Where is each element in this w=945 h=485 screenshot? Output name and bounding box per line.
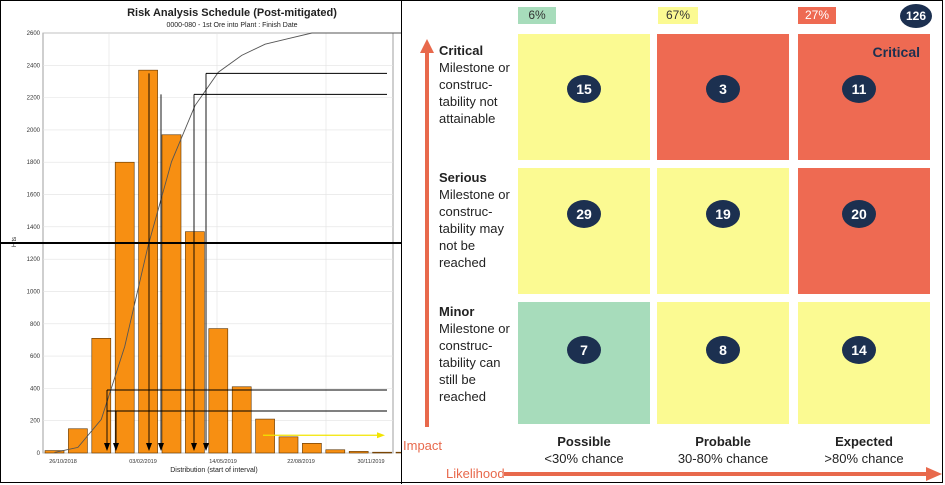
col-desc-possible: <30% chance	[544, 451, 624, 466]
histogram-bar	[231, 386, 252, 454]
row-title-critical: Critical	[439, 43, 484, 58]
cell-serious-expected: 20	[798, 168, 930, 294]
col-desc-expected: >80% chance	[824, 451, 904, 466]
col-label-expected: Expected >80% chance	[798, 433, 930, 467]
risk-histogram: Risk Analysis Schedule (Post-mitigated) …	[1, 7, 401, 474]
y-tick-label: 1000	[27, 289, 41, 295]
impact-arrow	[420, 39, 434, 427]
drop-arrowhead	[113, 443, 119, 451]
x-tick-label: 30/11/2019	[357, 459, 384, 465]
histogram-bar	[68, 428, 88, 454]
row-desc-serious: Milestone or construc-tability may not b…	[439, 187, 510, 270]
x-tick-label: 26/10/2018	[49, 459, 77, 465]
likelihood-arrow	[504, 467, 942, 481]
cell-minor-probable: 8	[657, 302, 789, 424]
cell-minor-expected: 14	[798, 302, 930, 424]
histogram-bar	[348, 451, 369, 454]
histogram-bar	[278, 436, 299, 454]
row-title-minor: Minor	[439, 304, 475, 319]
y-tick-label: 200	[30, 419, 41, 425]
histogram-bar	[114, 161, 135, 454]
y-tick-label: 2200	[27, 96, 41, 102]
count-critical-probable: 3	[706, 75, 740, 103]
col-title-probable: Probable	[695, 434, 751, 449]
count-critical-possible: 15	[567, 75, 601, 103]
tail-indicator-arrowhead	[377, 432, 385, 439]
cell-critical-probable: 3	[657, 34, 789, 160]
y-tick-label: 600	[30, 354, 41, 360]
y-tick-label: 2000	[27, 128, 41, 134]
likelihood-axis-label: Likelihood	[446, 466, 505, 481]
row-title-serious: Serious	[439, 170, 487, 185]
row-label-minor: Minor Milestone or construc-tability can…	[439, 303, 515, 405]
histogram-bar	[44, 450, 65, 454]
x-tick-label: 22/08/2019	[287, 459, 315, 465]
y-tick-label: 800	[30, 322, 41, 328]
y-tick-label: 1400	[27, 225, 41, 231]
col-label-probable: Probable 30-80% chance	[657, 433, 789, 467]
x-tick-label: 03/02/2019	[129, 459, 157, 465]
histogram-bar	[255, 418, 275, 454]
y-tick-label: 1600	[27, 193, 41, 199]
row-desc-minor: Milestone or construc-tability can still…	[439, 321, 510, 404]
row-label-critical: Critical Milestone or construc-tability …	[439, 42, 515, 127]
cumulative-curve	[54, 32, 401, 453]
histogram-bar	[208, 328, 229, 454]
badge-expected-percent: 27%	[798, 7, 836, 24]
drop-arrowhead	[104, 443, 110, 451]
impact-axis-label: Impact	[403, 438, 443, 453]
drop-arrowhead	[158, 443, 164, 451]
col-title-expected: Expected	[835, 434, 893, 449]
count-minor-possible: 7	[567, 336, 601, 364]
histogram-bar	[161, 134, 182, 454]
row-label-serious: Serious Milestone or construc-tability m…	[439, 169, 515, 271]
total-count-badge: 126	[900, 4, 932, 28]
y-tick-label: 0	[37, 451, 41, 457]
count-minor-expected: 14	[842, 336, 876, 364]
cell-serious-probable: 19	[657, 168, 789, 294]
chart-title: Risk Analysis Schedule (Post-mitigated)	[127, 7, 337, 19]
count-minor-probable: 8	[706, 336, 740, 364]
col-label-possible: Possible <30% chance	[518, 433, 650, 467]
y-tick-label: 1800	[27, 160, 41, 166]
histogram-bar	[372, 451, 392, 454]
histogram-bar	[302, 443, 322, 454]
cell-critical-expected: Critical 11	[798, 34, 930, 160]
x-tick-label: 14/05/2019	[209, 459, 237, 465]
panel-divider	[401, 1, 402, 484]
histogram-bar	[138, 69, 158, 454]
row-desc-critical: Milestone or construc-tability not attai…	[439, 60, 510, 126]
badge-possible-percent: 6%	[518, 7, 556, 24]
col-desc-probable: 30-80% chance	[677, 451, 769, 466]
col-title-possible: Possible	[557, 434, 611, 449]
drop-arrowhead	[203, 443, 209, 451]
y-tick-label: 400	[30, 386, 41, 392]
critical-corner-label: Critical	[872, 44, 920, 60]
x-axis-label: Distribution (start of interval)	[170, 467, 258, 474]
histogram-bar	[185, 231, 205, 454]
badge-probable-percent: 67%	[658, 7, 698, 24]
histogram-bar	[91, 338, 112, 454]
cell-critical-possible: 15	[518, 34, 650, 160]
drop-arrowhead	[191, 443, 197, 451]
count-critical-expected: 11	[842, 75, 876, 103]
histogram-bar	[325, 449, 346, 454]
count-serious-expected: 20	[842, 200, 876, 228]
histogram-bar	[395, 451, 401, 454]
cell-serious-possible: 29	[518, 168, 650, 294]
cell-minor-possible: 7	[518, 302, 650, 424]
drop-arrowhead	[146, 443, 152, 451]
y-tick-label: 2600	[27, 31, 41, 37]
count-serious-possible: 29	[567, 200, 601, 228]
count-serious-probable: 19	[706, 200, 740, 228]
y-tick-label: 1200	[27, 257, 41, 263]
chart-subtitle: 0000-080 - 1st Ore into Plant : Finish D…	[166, 22, 297, 29]
y-tick-label: 2400	[27, 63, 41, 69]
